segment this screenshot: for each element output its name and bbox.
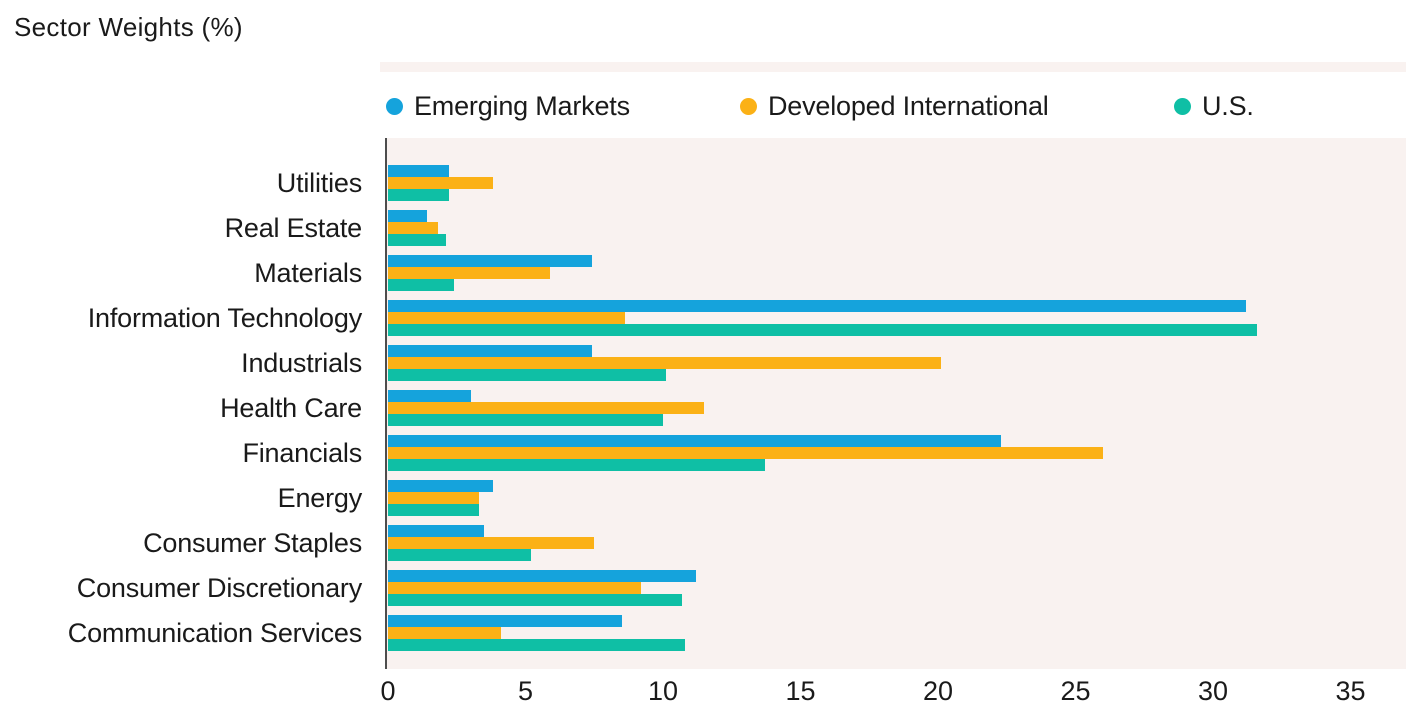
bar-health-care-emerging-markets: [388, 390, 471, 402]
legend-dot-icon: [740, 97, 757, 115]
category-label-real-estate: Real Estate: [224, 212, 363, 243]
bar-utilities-u-s: [388, 189, 449, 201]
bar-financials-developed-international: [388, 447, 1103, 459]
legend-label: Emerging Markets: [414, 90, 630, 121]
bar-industrials-developed-international: [388, 357, 941, 369]
bar-industrials-u-s: [388, 369, 666, 381]
bar-consumer-staples-emerging-markets: [388, 525, 485, 537]
bar-communication-services-developed-international: [388, 627, 501, 639]
x-tick-label-25: 25: [1060, 676, 1091, 706]
category-label-consumer-discretionary: Consumer Discretionary: [76, 572, 362, 603]
category-label-utilities: Utilities: [276, 167, 362, 198]
category-label-energy: Energy: [277, 482, 363, 513]
x-tick-label-20: 20: [922, 676, 954, 706]
x-tick-label-15: 15: [785, 676, 816, 706]
category-label-financials: Financials: [242, 437, 362, 468]
bar-consumer-discretionary-emerging-markets: [388, 570, 696, 582]
bar-energy-developed-international: [388, 492, 479, 504]
bar-communication-services-emerging-markets: [388, 615, 622, 627]
category-label-consumer-staples: Consumer Staples: [143, 527, 362, 558]
x-tick-label-35: 35: [1335, 676, 1366, 706]
bar-energy-emerging-markets: [388, 480, 493, 492]
legend-dot-icon: [386, 97, 403, 115]
legend-dot-icon: [1174, 97, 1191, 115]
bar-real-estate-emerging-markets: [388, 210, 427, 222]
category-label-industrials: Industrials: [241, 347, 362, 378]
plot-top-strip: [380, 62, 1406, 72]
x-tick-label-10: 10: [647, 676, 679, 706]
category-label-communication-services: Communication Services: [67, 617, 362, 648]
bar-real-estate-developed-international: [388, 222, 438, 234]
legend-item-developed-international: Developed International: [740, 88, 1049, 124]
category-label-health-care: Health Care: [220, 392, 362, 423]
bar-consumer-discretionary-developed-international: [388, 582, 641, 594]
bar-materials-emerging-markets: [388, 255, 592, 267]
x-tick-label-5: 5: [517, 676, 534, 706]
bar-consumer-discretionary-u-s: [388, 594, 683, 606]
bar-financials-emerging-markets: [388, 435, 1002, 447]
bar-materials-developed-international: [388, 267, 551, 279]
category-label-materials: Materials: [254, 257, 362, 288]
category-label-information-technology: Information Technology: [87, 302, 362, 333]
bar-information-technology-u-s: [388, 324, 1257, 336]
bar-communication-services-u-s: [388, 639, 685, 651]
bar-information-technology-developed-international: [388, 312, 625, 324]
legend-label: Developed International: [768, 90, 1049, 121]
bar-energy-u-s: [388, 504, 479, 516]
bar-consumer-staples-u-s: [388, 549, 531, 561]
legend-item-u-s: U.S.: [1174, 88, 1254, 124]
x-tick-label-0: 0: [380, 676, 396, 706]
chart-title: Sector Weights (%): [14, 12, 243, 42]
bar-utilities-emerging-markets: [388, 165, 449, 177]
bar-financials-u-s: [388, 459, 765, 471]
bar-real-estate-u-s: [388, 234, 446, 246]
bar-materials-u-s: [388, 279, 454, 291]
bar-industrials-emerging-markets: [388, 345, 592, 357]
x-tick-label-30: 30: [1197, 676, 1229, 706]
bar-information-technology-emerging-markets: [388, 300, 1246, 312]
bar-health-care-u-s: [388, 414, 663, 426]
legend-label: U.S.: [1202, 90, 1254, 121]
bar-health-care-developed-international: [388, 402, 705, 414]
legend-item-emerging-markets: Emerging Markets: [386, 88, 630, 124]
y-axis-line: [385, 138, 387, 669]
bar-consumer-staples-developed-international: [388, 537, 595, 549]
legend: Emerging Markets Developed International U…: [0, 88, 1416, 124]
bar-utilities-developed-international: [388, 177, 493, 189]
